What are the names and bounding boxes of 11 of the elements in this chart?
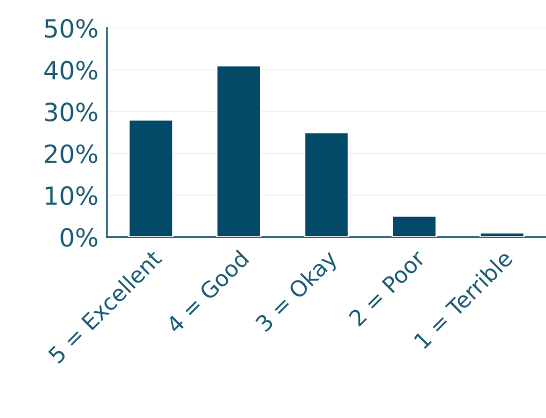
bar [216,64,262,237]
bar [304,132,350,237]
bar [128,119,174,237]
y-tick-label: 10% [46,186,98,206]
y-tick-label: 50% [45,18,98,38]
y-tick-label: 40% [44,60,98,80]
y-tick-label: 0% [60,228,98,247]
y-tick-label: 20% [44,144,98,164]
bar [479,232,525,237]
bar [392,215,437,237]
y-tick-label: 30% [45,102,98,122]
